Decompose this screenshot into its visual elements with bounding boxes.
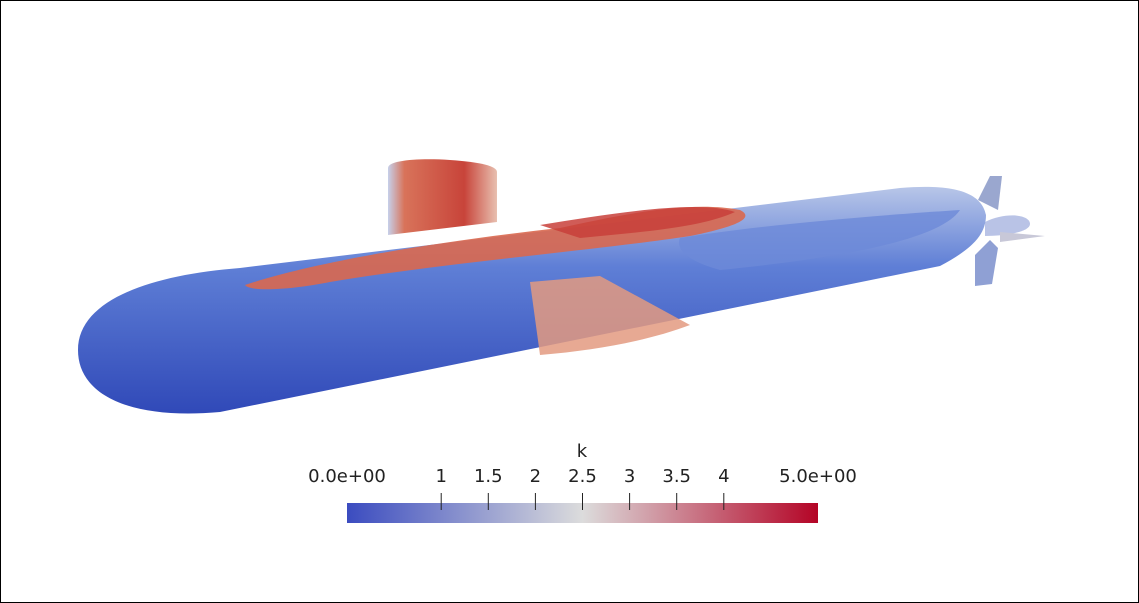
viewport: k 0.0e+00 1 1.5 2 2.5 3 3.5 4 5.0e+00 (0, 0, 1139, 603)
tick-label: 3.5 (662, 466, 691, 487)
tick-label: 1.5 (474, 466, 503, 487)
tick-label: 2 (530, 466, 541, 487)
tick-label: 0.0e+00 (308, 466, 386, 487)
tick-label: 3 (624, 466, 635, 487)
tick-label: 1 (435, 466, 446, 487)
sail (388, 159, 497, 235)
page: k 0.0e+0011.522.533.545.0e+00 (() => { c… (0, 0, 1139, 603)
tick-label: 5.0e+00 (779, 466, 857, 487)
colorbar-title: k (577, 441, 588, 462)
tick-label: 4 (718, 466, 729, 487)
tick-label: 2.5 (568, 466, 597, 487)
